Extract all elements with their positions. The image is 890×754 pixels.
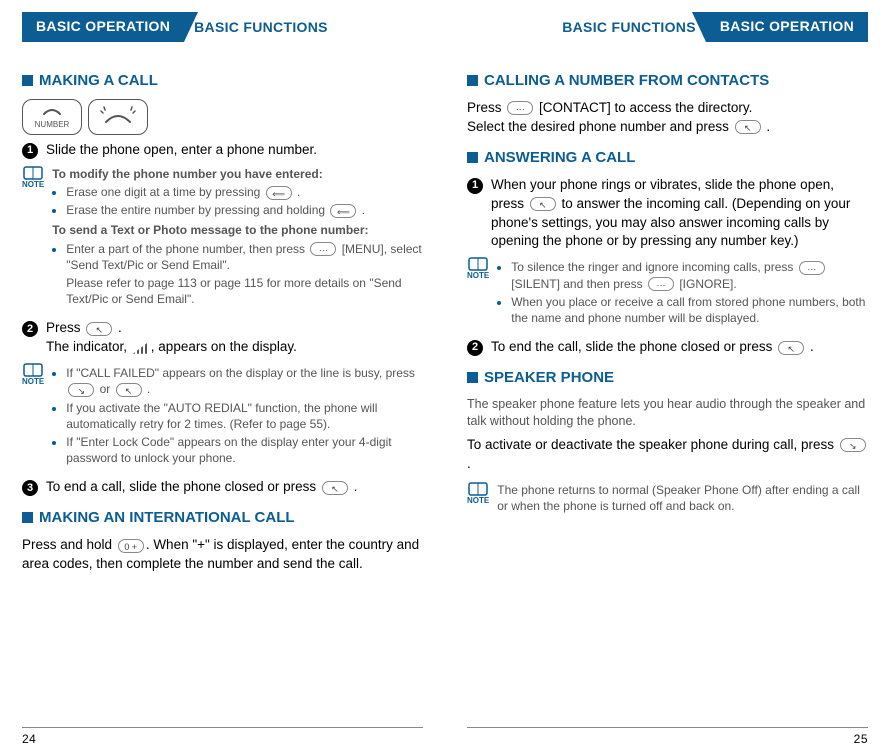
contacts-text: Press ⋯ [CONTACT] to access the director…: [467, 99, 868, 137]
manual-spread: BASIC OPERATION BASIC FUNCTIONS MAKING A…: [0, 0, 890, 754]
heading-text: ANSWERING A CALL: [484, 147, 635, 168]
step-1: 1 Slide the phone open, enter a phone nu…: [22, 141, 423, 160]
note-body: To silence the ringer and ignore incomin…: [497, 257, 868, 328]
send-key-icon: ↖: [116, 383, 142, 397]
note-silence-ringer: NOTE To silence the ringer and ignore in…: [467, 257, 868, 328]
slide-phone-graphic: NUMBER: [22, 99, 423, 135]
note-bullet: To silence the ringer and ignore incomin…: [511, 259, 868, 291]
square-bullet-icon: [467, 372, 478, 383]
note-lead: To send a Text or Photo message to the p…: [52, 222, 423, 238]
step-2: 2 Press ↖ . The indicator, , appears on …: [22, 319, 423, 357]
section-label: BASIC FUNCTIONS: [562, 19, 696, 35]
heading-text: CALLING A NUMBER FROM CONTACTS: [484, 70, 769, 91]
soft-key-icon: ⋯: [507, 101, 533, 115]
page-number: 24: [22, 732, 36, 746]
page-left: BASIC OPERATION BASIC FUNCTIONS MAKING A…: [0, 0, 445, 754]
note-tail: Please refer to page 113 or page 115 for…: [66, 275, 423, 307]
heading-making-a-call: MAKING A CALL: [22, 70, 423, 91]
send-key-icon: ↖: [530, 197, 556, 211]
soft-key-icon: ⋯: [648, 277, 674, 291]
page-number: 25: [854, 732, 868, 746]
note-icon: NOTE: [22, 166, 44, 310]
heading-answering-call: ANSWERING A CALL: [467, 147, 868, 168]
content-right: CALLING A NUMBER FROM CONTACTS Press ⋯ […: [467, 60, 868, 727]
zero-plus-key-icon: 0 +: [118, 539, 144, 553]
header-left: BASIC OPERATION BASIC FUNCTIONS: [22, 12, 423, 42]
heading-text: MAKING AN INTERNATIONAL CALL: [39, 507, 295, 528]
footer-right: 25: [467, 727, 868, 746]
note-bullet: When you place or receive a call from st…: [511, 294, 868, 326]
section-label: BASIC FUNCTIONS: [194, 19, 328, 35]
page-right: BASIC FUNCTIONS BASIC OPERATION CALLING …: [445, 0, 890, 754]
step-text: To end a call, slide the phone closed or…: [46, 478, 423, 497]
note-icon: NOTE: [467, 257, 489, 328]
speaker-key-icon: ↘: [840, 438, 866, 452]
speaker-phone-body: To activate or deactivate the speaker ph…: [467, 436, 868, 474]
international-call-text: Press and hold 0 +. When "+" is displaye…: [22, 536, 423, 574]
note-icon: NOTE: [467, 482, 489, 514]
step-text: Press ↖ . The indicator, , appears on th…: [46, 319, 423, 357]
heading-text: MAKING A CALL: [39, 70, 158, 91]
footer-left: 24: [22, 727, 423, 746]
note-text: The phone returns to normal (Speaker Pho…: [497, 482, 868, 514]
step-number-icon: 3: [22, 480, 38, 496]
note-bullet: Erase one digit at a time by pressing ⟸ …: [66, 184, 423, 200]
end-key-icon: ↖: [322, 481, 348, 495]
soft-key-icon: ⋯: [799, 261, 825, 275]
note-bullet: Enter a part of the phone number, then p…: [66, 241, 423, 308]
step-3: 3 To end a call, slide the phone closed …: [22, 478, 423, 497]
step-number-icon: 2: [467, 340, 483, 356]
note-body: To modify the phone number you have ente…: [52, 166, 423, 310]
step-number-icon: 1: [467, 178, 483, 194]
clear-key-icon: ⟸: [330, 204, 356, 218]
end-key-icon: ↘: [68, 383, 94, 397]
heading-international-call: MAKING AN INTERNATIONAL CALL: [22, 507, 423, 528]
note-modify-number: NOTE To modify the phone number you have…: [22, 166, 423, 310]
handset-lines-icon: [100, 106, 136, 128]
square-bullet-icon: [22, 75, 33, 86]
heading-text: SPEAKER PHONE: [484, 367, 614, 388]
send-key-icon: ↖: [86, 322, 112, 336]
step-text: When your phone rings or vibrates, slide…: [491, 176, 868, 252]
signal-indicator-icon: [133, 342, 149, 354]
phone-open-icon: [88, 99, 148, 135]
note-lead: To modify the phone number you have ente…: [52, 166, 423, 182]
heading-speaker-phone: SPEAKER PHONE: [467, 367, 868, 388]
note-body: If "CALL FAILED" appears on the display …: [52, 363, 423, 468]
note-speaker-off: NOTE The phone returns to normal (Speake…: [467, 482, 868, 514]
phone-closed-icon: NUMBER: [22, 99, 82, 135]
note-bullet: If "Enter Lock Code" appears on the disp…: [66, 434, 423, 466]
content-left: MAKING A CALL NUMBER 1: [22, 60, 423, 727]
step-text: To end the call, slide the phone closed …: [491, 338, 868, 357]
note-bullet: If "CALL FAILED" appears on the display …: [66, 365, 423, 397]
soft-key-icon: ⋯: [310, 242, 336, 256]
note-call-failed: NOTE If "CALL FAILED" appears on the dis…: [22, 363, 423, 468]
clear-key-icon: ⟸: [266, 186, 292, 200]
header-right: BASIC FUNCTIONS BASIC OPERATION: [467, 12, 868, 42]
number-label: NUMBER: [35, 119, 70, 130]
note-icon: NOTE: [22, 363, 44, 468]
end-key-icon: ↖: [778, 341, 804, 355]
chapter-tab: BASIC OPERATION: [706, 12, 868, 42]
step-number-icon: 1: [22, 143, 38, 159]
step-number-icon: 2: [22, 321, 38, 337]
step-text: Slide the phone open, enter a phone numb…: [46, 141, 423, 160]
heading-calling-from-contacts: CALLING A NUMBER FROM CONTACTS: [467, 70, 868, 91]
square-bullet-icon: [467, 152, 478, 163]
note-bullet: Erase the entire number by pressing and …: [66, 202, 423, 218]
note-body: The phone returns to normal (Speaker Pho…: [497, 482, 868, 514]
note-bullet: If you activate the "AUTO REDIAL" functi…: [66, 400, 423, 432]
square-bullet-icon: [22, 512, 33, 523]
send-key-icon: ↖: [735, 120, 761, 134]
square-bullet-icon: [467, 75, 478, 86]
step-2: 2 To end the call, slide the phone close…: [467, 338, 868, 357]
speaker-phone-desc: The speaker phone feature lets you hear …: [467, 396, 868, 430]
chapter-tab: BASIC OPERATION: [22, 12, 184, 42]
step-1: 1 When your phone rings or vibrates, sli…: [467, 176, 868, 252]
handset-icon: [42, 104, 62, 118]
